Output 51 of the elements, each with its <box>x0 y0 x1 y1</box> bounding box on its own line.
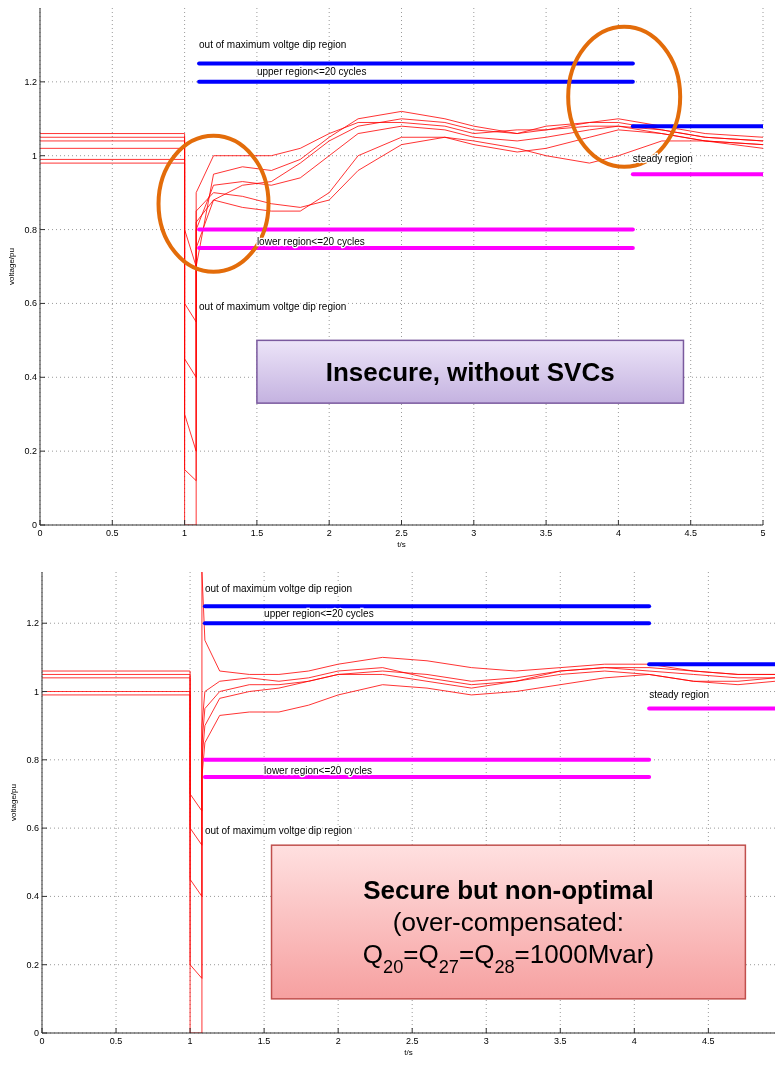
x-tick-label: 1.5 <box>250 528 264 538</box>
y-tick-label: 0.6 <box>24 298 37 309</box>
y-axis-title: voltage/pu <box>7 248 16 285</box>
x-tick-label: 0.5 <box>109 1036 123 1046</box>
annotation: Q$_{20}$=Q$_{27}$=Q$_{28}$=1000Mvar) <box>362 939 655 978</box>
annotation: (over-compensated: <box>392 907 625 938</box>
y-tick-label: 0 <box>33 1028 39 1038</box>
x-tick-label: 3 <box>471 528 477 538</box>
y-axis-title: voltage/pu <box>9 784 18 821</box>
x-tick-label: 2 <box>326 528 332 538</box>
annotation: out of maximum voltge dip region <box>199 300 347 312</box>
y-tick-label: 0.8 <box>26 754 39 765</box>
x-axis-title: t/s <box>404 1048 413 1057</box>
y-tick-label: 0.2 <box>24 446 37 457</box>
x-tick-label: 5 <box>760 528 766 538</box>
x-tick-label: 4 <box>631 1036 637 1046</box>
annotation: Insecure, without SVCs <box>325 356 615 387</box>
text-box: Insecure, without SVCs <box>256 339 685 404</box>
x-tick-label: 3.5 <box>539 528 553 538</box>
x-tick-label: 1.5 <box>257 1036 271 1046</box>
x-tick-label: 3 <box>483 1036 489 1046</box>
text-box: Secure but non-optimal (over-compensated: Q$_{20}$=Q$_{27}$=Q$_{28}$=1000Mvar) <box>270 844 747 1000</box>
x-tick-label: 0.5 <box>106 528 119 538</box>
annotation: upper region<=20 cycles <box>264 608 374 620</box>
x-tick-label: 2 <box>335 1036 341 1046</box>
annotation: lower region<=20 cycles <box>264 765 372 777</box>
annotation: Secure but non-optimal <box>363 875 654 906</box>
y-tick-label: 1 <box>31 150 37 161</box>
y-tick-label: 0.4 <box>26 891 39 902</box>
y-tick-label: 0.2 <box>26 959 39 970</box>
annotation: out of maximum voltge dip region <box>204 582 353 594</box>
y-tick-label: 0.6 <box>26 823 39 834</box>
annotation: out of maximum voltge dip region <box>199 38 347 50</box>
annotation: upper region<=20 cycles <box>256 66 367 78</box>
annotation: out of maximum voltge dip region <box>204 825 353 837</box>
x-tick-label: 4.5 <box>684 528 697 538</box>
y-tick-label: 0.8 <box>24 224 37 235</box>
x-tick-label: 3.5 <box>554 1036 567 1046</box>
y-tick-label: 1.2 <box>24 76 37 87</box>
x-tick-label: 4.5 <box>702 1036 715 1046</box>
x-tick-label: 1 <box>187 1036 193 1046</box>
x-tick-label: 2.5 <box>395 528 408 538</box>
y-tick-label: 1 <box>33 686 39 697</box>
y-tick-label: 0 <box>31 520 37 530</box>
y-tick-label: 0.4 <box>24 372 37 383</box>
y-tick-label: 1.2 <box>26 618 39 629</box>
x-tick-label: 4 <box>615 528 621 538</box>
x-tick-label: 2.5 <box>405 1036 419 1046</box>
x-tick-label: 1 <box>182 528 188 538</box>
annotation: steady region <box>649 688 710 700</box>
x-axis-title: t/s <box>397 540 406 549</box>
